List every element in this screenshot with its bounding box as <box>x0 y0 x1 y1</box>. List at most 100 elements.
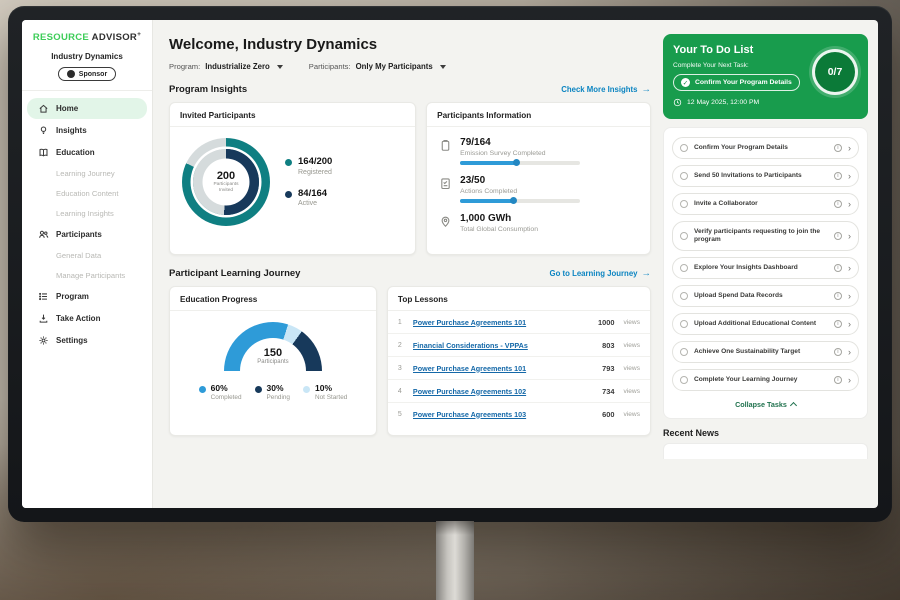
go-to-learning-journey-link[interactable]: Go to Learning Journey → <box>549 267 651 279</box>
info-icon[interactable]: i <box>834 292 842 301</box>
chevron-right-icon[interactable]: › <box>848 318 851 329</box>
list-icon <box>38 291 49 302</box>
invited-participants-card: Invited Participants 200 Participants In… <box>169 102 417 255</box>
chevron-right-icon[interactable]: › <box>848 170 851 181</box>
sidebar-item-settings[interactable]: Settings <box>27 330 147 351</box>
info-icon[interactable]: i <box>834 232 842 241</box>
task-checkbox[interactable] <box>680 264 688 273</box>
lesson-link[interactable]: Power Purchase Agreements 102 <box>412 386 527 396</box>
education-gauge-chart: 150 Participants <box>223 322 322 373</box>
chevron-right-icon[interactable]: › <box>848 198 851 209</box>
legend-item-active: 84/164 Active <box>285 188 332 207</box>
bulb-icon <box>38 125 49 136</box>
task-checkbox[interactable] <box>680 144 688 152</box>
sidebar-item-learning-journey[interactable]: Learning Journey <box>27 164 147 183</box>
info-icon[interactable]: i <box>834 376 842 385</box>
nav-label: Education <box>56 148 95 158</box>
lesson-link[interactable]: Power Purchase Agreements 101 <box>412 317 527 327</box>
task-row[interactable]: Complete Your Learning Journey i › <box>672 369 859 392</box>
info-icon[interactable]: i <box>834 348 842 357</box>
sidebar-item-manage-participants[interactable]: Manage Participants <box>27 266 147 285</box>
task-row[interactable]: Achieve One Sustainability Target i › <box>672 341 859 364</box>
participants-filter-value: Only My Participants <box>355 62 433 71</box>
home-icon <box>38 103 49 114</box>
task-row[interactable]: Verify participants requesting to join t… <box>672 221 859 252</box>
clipboard-icon <box>439 139 452 152</box>
task-row[interactable]: Explore Your Insights Dashboard i › <box>672 257 859 280</box>
content-column: Welcome, Industry Dynamics Program: Indu… <box>169 26 651 508</box>
task-checkbox[interactable] <box>680 232 688 241</box>
card-title: Education Progress <box>170 287 376 311</box>
nav-label: Settings <box>56 336 88 346</box>
chevron-right-icon[interactable]: › <box>848 230 851 241</box>
sidebar-item-participants[interactable]: Participants <box>27 224 147 245</box>
legend-item-registered: 164/200 Registered <box>285 156 332 176</box>
program-filter[interactable]: Program: Industrialize Zero <box>169 62 283 71</box>
participants-information-card: Participants Information 79/164 Emission… <box>426 102 651 255</box>
next-task-pill[interactable]: ✓ Confirm Your Program Details <box>673 74 800 91</box>
sidebar-item-take-action[interactable]: Take Action <box>27 308 147 329</box>
sidebar: RESOURCE ADVISOR+ Industry Dynamics Spon… <box>22 20 153 508</box>
lesson-row: 4 Power Purchase Agreements 102 734 view… <box>387 380 650 403</box>
chevron-right-icon[interactable]: › <box>848 290 851 301</box>
logo-plus: + <box>137 31 142 38</box>
nav-label: Manage Participants <box>56 271 126 281</box>
recent-news-card <box>663 443 868 460</box>
chevron-right-icon[interactable]: › <box>848 346 851 357</box>
info-icon[interactable]: i <box>834 264 842 273</box>
check-icon: ✓ <box>681 78 690 87</box>
legend-dot <box>198 386 206 393</box>
task-checkbox[interactable] <box>680 172 688 180</box>
chevron-up-icon <box>789 402 797 410</box>
sidebar-item-general-data[interactable]: General Data <box>27 246 147 265</box>
gauge-center: 150 Participants <box>257 347 289 366</box>
participants-filter[interactable]: Participants: Only My Participants <box>309 62 446 71</box>
filter-bar: Program: Industrialize Zero Participants… <box>169 62 651 71</box>
nav-label: Education Content <box>56 189 119 199</box>
clock-icon <box>673 98 682 107</box>
progress-bar <box>460 197 581 204</box>
chevron-down-icon <box>439 64 446 69</box>
todo-title: Your To Do List <box>673 44 754 56</box>
sidebar-item-insights[interactable]: Insights <box>27 120 147 141</box>
todo-summary-card: Your To Do List Complete Your Next Task:… <box>663 34 868 119</box>
sidebar-item-learning-insights[interactable]: Learning Insights <box>27 204 147 223</box>
sponsor-badge-icon <box>66 70 75 79</box>
task-checkbox[interactable] <box>680 320 688 329</box>
info-icon[interactable]: i <box>834 144 842 152</box>
collapse-tasks-button[interactable]: Collapse Tasks <box>672 397 859 413</box>
lesson-link[interactable]: Power Purchase Agreements 103 <box>412 409 527 419</box>
gauge-legend: 60% Completed 30% Pending <box>198 383 347 401</box>
card-title: Participants Information <box>427 103 650 127</box>
task-row[interactable]: Upload Spend Data Records i › <box>672 285 859 308</box>
invited-donut-chart: 200 Participants Invited <box>182 138 270 226</box>
task-checkbox[interactable] <box>680 348 688 357</box>
sidebar-item-home[interactable]: Home <box>27 98 147 120</box>
chevron-right-icon[interactable]: › <box>848 374 851 385</box>
info-icon[interactable]: i <box>834 200 842 208</box>
download-arrow-icon <box>38 313 49 324</box>
lesson-link[interactable]: Financial Considerations - VPPAs <box>412 340 528 350</box>
chevron-right-icon[interactable]: › <box>848 262 851 273</box>
sidebar-item-education[interactable]: Education <box>27 142 147 163</box>
sidebar-item-program[interactable]: Program <box>27 286 147 307</box>
sidebar-item-education-content[interactable]: Education Content <box>27 184 147 203</box>
task-row[interactable]: Upload Additional Educational Content i … <box>672 313 859 336</box>
info-icon[interactable]: i <box>834 320 842 329</box>
chevron-right-icon[interactable]: › <box>848 142 851 153</box>
lesson-link[interactable]: Power Purchase Agreements 101 <box>412 363 527 373</box>
logo-secondary: ADVISOR <box>91 32 138 44</box>
task-row[interactable]: Confirm Your Program Details i › <box>672 137 859 159</box>
todo-progress-ring: 0/7 <box>812 49 858 95</box>
info-icon[interactable]: i <box>834 172 842 180</box>
lesson-row: 3 Power Purchase Agreements 101 793 view… <box>387 357 650 380</box>
task-checkbox[interactable] <box>680 200 688 208</box>
task-row[interactable]: Invite a Collaborator i › <box>672 193 859 215</box>
task-checkbox[interactable] <box>680 292 688 301</box>
check-more-insights-link[interactable]: Check More Insights → <box>561 83 651 95</box>
chevron-down-icon <box>276 64 283 69</box>
sidebar-header: RESOURCE ADVISOR+ Industry Dynamics Spon… <box>22 31 152 92</box>
task-row[interactable]: Send 50 Invitations to Participants i › <box>672 165 859 187</box>
nav-label: Learning Journey <box>56 169 115 179</box>
task-checkbox[interactable] <box>680 376 688 385</box>
